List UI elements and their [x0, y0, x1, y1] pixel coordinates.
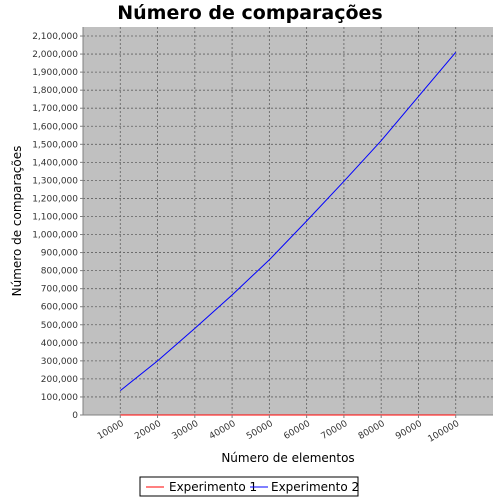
- x-axis-label: Número de elementos: [221, 451, 354, 465]
- x-tick-label: 20000: [133, 419, 163, 442]
- y-tick-label: 1,100,000: [32, 212, 78, 222]
- y-tick-label: 100,000: [41, 393, 78, 403]
- y-tick-label: 1,700,000: [32, 104, 78, 114]
- y-tick-label: 900,000: [41, 249, 78, 259]
- x-axis-ticks: 10000 20000 30000 40000 50000 60000 70000 80000…: [96, 415, 461, 445]
- x-tick-label: 30000: [171, 419, 201, 442]
- y-tick-label: 800,000: [41, 267, 78, 277]
- y-tick-label: 1,800,000: [32, 86, 78, 96]
- y-tick-label: 700,000: [41, 285, 78, 295]
- y-tick-label: 0: [72, 411, 78, 421]
- y-tick-label: 2,100,000: [32, 32, 78, 42]
- y-tick-label: 500,000: [41, 321, 78, 331]
- y-axis-ticks: 0 100,000 200,000 300,000 400,000 500,000 600,…: [32, 32, 83, 421]
- series-line-2: [119, 51, 457, 392]
- x-tick-label: 90000: [394, 419, 424, 442]
- chart-title: Número de comparações: [117, 2, 383, 24]
- grid-lines: [83, 27, 493, 416]
- x-tick-label: 100000: [426, 419, 461, 445]
- y-tick-label: 1,200,000: [32, 194, 78, 204]
- legend: Experimento 1 Experimento 2: [139, 476, 359, 497]
- y-tick-label: 1,500,000: [32, 140, 78, 150]
- y-tick-label: 1,900,000: [32, 68, 78, 78]
- plot-area: [83, 27, 493, 415]
- legend-box: [139, 476, 359, 497]
- y-axis-label: Número de comparações: [10, 146, 24, 297]
- y-tick-label: 1,000,000: [32, 231, 78, 241]
- legend-label-experimento-2: Experimento 2: [271, 480, 359, 494]
- y-tick-label: 300,000: [41, 357, 78, 367]
- legend-label-experimento-1: Experimento 1: [169, 480, 257, 494]
- x-tick-label: 60000: [282, 419, 312, 442]
- y-tick-label: 1,600,000: [32, 122, 78, 132]
- y-tick-label: 1,300,000: [32, 176, 78, 186]
- y-tick-label: 2,000,000: [32, 50, 78, 60]
- y-tick-label: 400,000: [41, 339, 78, 349]
- y-tick-label: 1,400,000: [32, 158, 78, 168]
- x-tick-label: 70000: [320, 419, 350, 442]
- x-tick-label: 80000: [357, 419, 387, 442]
- x-tick-label: 40000: [208, 419, 238, 442]
- x-tick-label: 10000: [96, 419, 126, 442]
- y-tick-label: 200,000: [41, 375, 78, 385]
- series-lines: [119, 51, 457, 416]
- x-tick-label: 50000: [245, 419, 275, 442]
- y-tick-label: 600,000: [41, 303, 78, 313]
